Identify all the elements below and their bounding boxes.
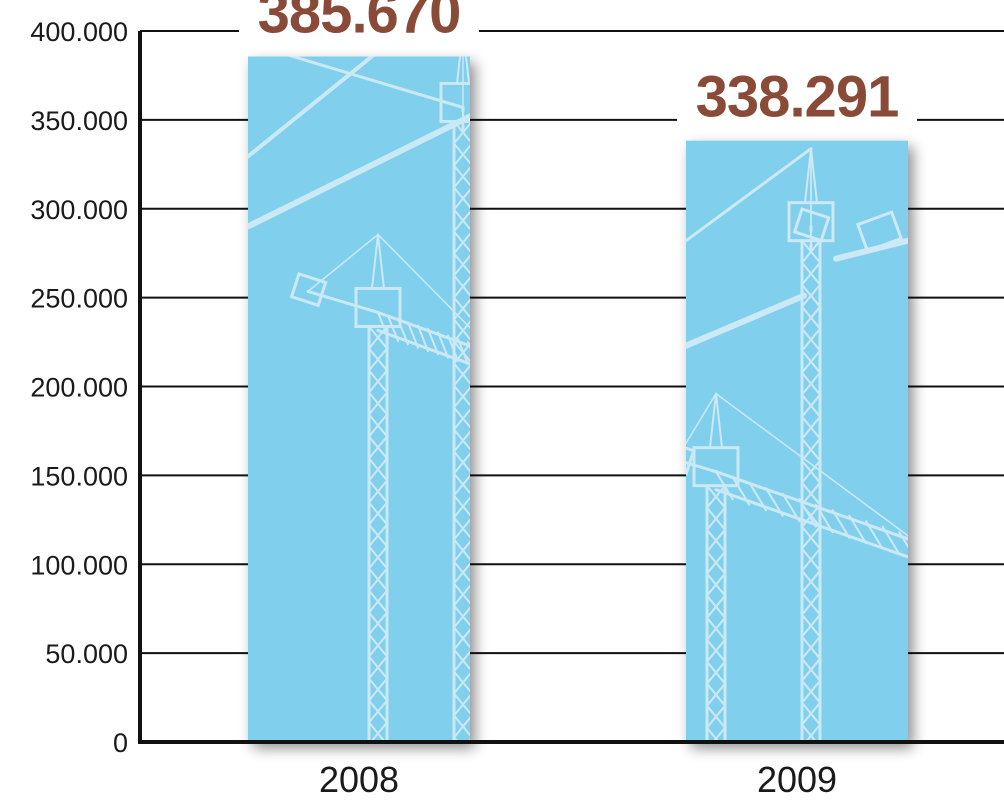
bar-2008 xyxy=(248,56,470,743)
x-tick-label: 2008 xyxy=(319,759,399,800)
bar xyxy=(248,56,470,743)
y-tick-label: 300.000 xyxy=(30,195,128,225)
y-tick-label: 150.000 xyxy=(30,461,128,491)
bar-2009 xyxy=(686,140,908,742)
y-tick-label: 0 xyxy=(113,728,128,758)
y-tick-label: 200.000 xyxy=(30,373,128,403)
value-label-backing xyxy=(677,64,917,131)
y-axis-tick-labels: 0 50.000 100.000 150.000 200.000 250.000 300.0… xyxy=(30,17,128,758)
crane-pattern xyxy=(248,56,470,743)
y-tick-label: 350.000 xyxy=(30,106,128,136)
y-tick-label: 100.000 xyxy=(30,550,128,580)
value-label-backing xyxy=(239,0,479,47)
x-axis-category-labels: 2008 2009 xyxy=(319,759,837,800)
y-tick-label: 400.000 xyxy=(30,17,128,47)
y-tick-label: 50.000 xyxy=(45,639,128,669)
value-labels: 385.670 338.291 xyxy=(239,0,917,131)
axes xyxy=(138,31,1004,744)
crane-pattern xyxy=(686,147,908,742)
bars xyxy=(248,56,908,743)
bar xyxy=(686,140,908,742)
x-tick-label: 2009 xyxy=(757,759,837,800)
data-label: 338.291 xyxy=(696,65,899,130)
data-label: 385.670 xyxy=(258,0,461,45)
y-tick-label: 250.000 xyxy=(30,284,128,314)
